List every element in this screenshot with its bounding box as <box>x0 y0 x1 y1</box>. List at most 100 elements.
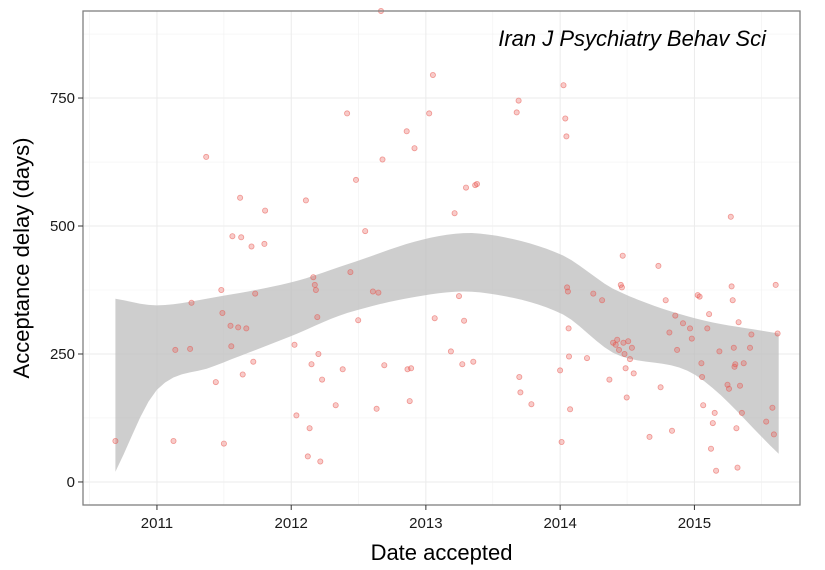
data-point <box>311 281 318 288</box>
data-point <box>708 445 715 452</box>
data-point <box>252 290 259 297</box>
points-layer <box>112 7 781 474</box>
data-point <box>680 320 687 327</box>
data-point <box>630 370 637 377</box>
data-point <box>352 176 359 183</box>
data-point <box>355 317 362 324</box>
data-point <box>332 402 339 409</box>
data-point <box>558 438 565 445</box>
data-point <box>672 312 679 319</box>
data-point <box>235 324 242 331</box>
data-point <box>187 345 194 352</box>
data-point <box>599 297 606 304</box>
data-point <box>431 315 438 322</box>
x-tick-label: 2012 <box>275 515 308 532</box>
data-point <box>461 317 468 324</box>
data-point <box>227 322 234 329</box>
y-tick-label: 500 <box>50 218 75 235</box>
data-point <box>451 210 458 217</box>
data-point <box>606 376 613 383</box>
data-point <box>616 346 623 353</box>
data-point <box>248 243 255 250</box>
data-point <box>516 373 523 380</box>
data-point <box>713 467 720 474</box>
data-point <box>261 240 268 247</box>
data-point <box>625 338 632 345</box>
data-point <box>339 366 346 373</box>
data-point <box>612 341 619 348</box>
data-point <box>375 289 382 296</box>
data-point <box>347 269 354 276</box>
data-point <box>381 362 388 369</box>
y-tick-label: 750 <box>50 90 75 107</box>
data-point <box>662 297 669 304</box>
data-point <box>315 350 322 357</box>
x-tick-label: 2014 <box>543 515 576 532</box>
data-point <box>730 344 737 351</box>
data-point <box>564 288 571 295</box>
data-point <box>429 72 436 79</box>
data-point <box>734 464 741 471</box>
data-point <box>369 288 376 295</box>
data-point <box>590 290 597 297</box>
data-point <box>473 180 480 187</box>
data-point <box>212 379 219 386</box>
data-point <box>379 156 386 163</box>
data-point <box>250 358 257 365</box>
data-point <box>304 453 311 460</box>
data-point <box>188 299 195 306</box>
data-point <box>770 431 777 438</box>
data-point <box>628 344 635 351</box>
data-point <box>459 361 466 368</box>
data-point <box>406 398 413 405</box>
x-tick-label: 2015 <box>678 515 711 532</box>
data-point <box>674 346 681 353</box>
data-point <box>627 356 634 363</box>
data-point <box>238 234 245 241</box>
data-point <box>312 286 319 293</box>
data-point <box>728 283 735 290</box>
data-point <box>709 420 716 427</box>
y-tick-label: 0 <box>67 474 75 491</box>
data-point <box>666 329 673 336</box>
data-point <box>584 355 591 362</box>
data-point <box>726 385 733 392</box>
data-point <box>560 82 567 89</box>
data-point <box>700 402 707 409</box>
data-point <box>170 437 177 444</box>
data-point <box>218 286 225 293</box>
data-point <box>562 115 569 122</box>
data-point <box>557 367 564 374</box>
data-point <box>513 109 520 116</box>
data-point <box>219 309 226 316</box>
data-point <box>733 425 740 432</box>
data-point <box>291 341 298 348</box>
data-point <box>373 405 380 412</box>
data-point <box>293 412 300 419</box>
y-tick-label: 250 <box>50 346 75 363</box>
data-point <box>447 348 454 355</box>
data-point <box>317 458 324 465</box>
data-point <box>716 348 723 355</box>
data-point <box>408 365 415 372</box>
confidence-band-layer <box>115 233 779 472</box>
data-point <box>621 350 628 357</box>
data-point <box>622 365 629 372</box>
data-point <box>228 343 235 350</box>
data-point <box>462 184 469 191</box>
data-point <box>727 213 734 220</box>
data-point <box>688 335 695 342</box>
data-point <box>237 194 244 201</box>
data-point <box>172 346 179 353</box>
data-point <box>623 394 630 401</box>
data-point <box>657 384 664 391</box>
journal-annotation: Iran J Psychiatry Behav Sci <box>498 26 767 51</box>
data-point <box>735 319 742 326</box>
data-point <box>203 153 210 160</box>
confidence-band <box>115 233 779 472</box>
data-point <box>740 360 747 367</box>
data-point <box>699 373 706 380</box>
data-point <box>319 376 326 383</box>
data-point <box>655 262 662 269</box>
